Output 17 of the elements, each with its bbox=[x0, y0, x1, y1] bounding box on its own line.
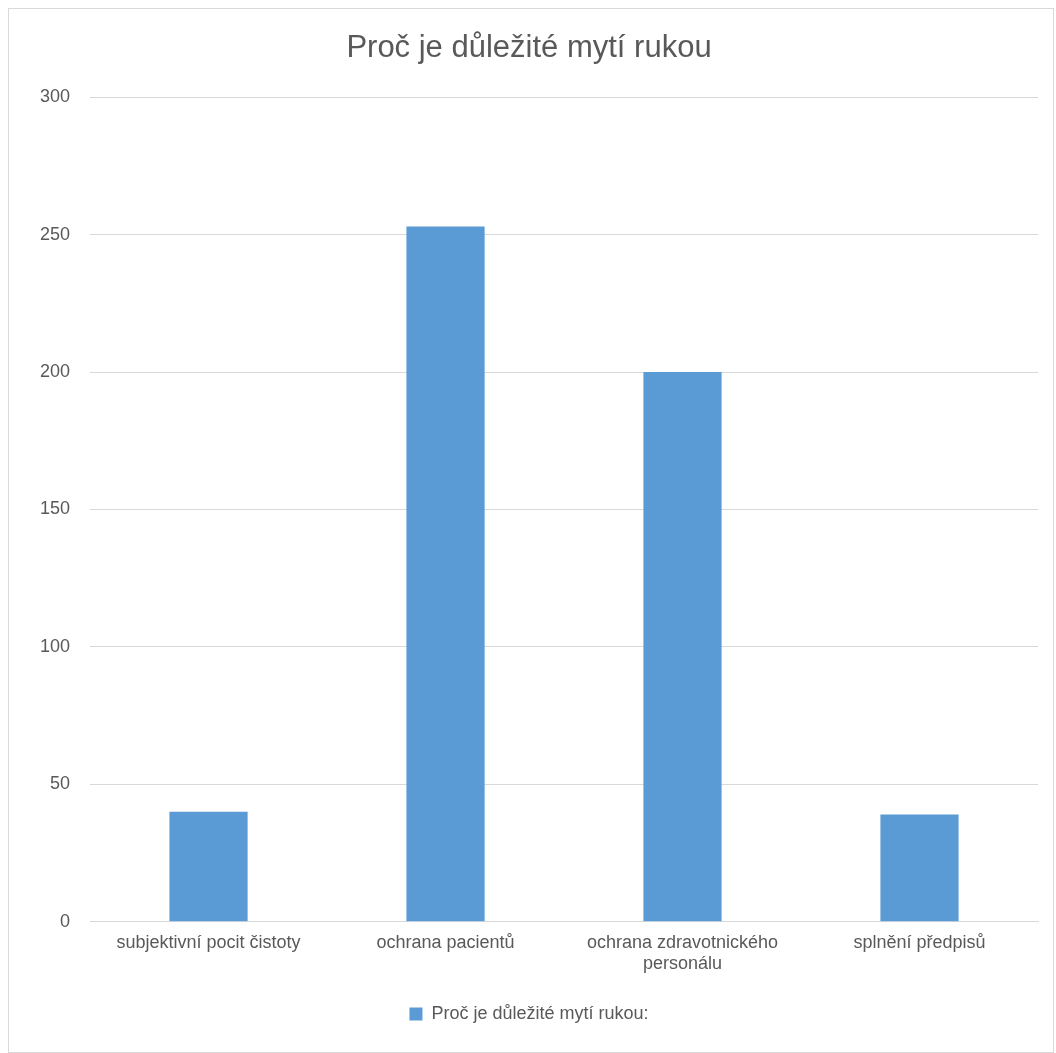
y-tick-label: 250 bbox=[39, 223, 71, 244]
bar bbox=[643, 372, 722, 922]
x-tick-label: subjektivní pocit čistoty bbox=[116, 931, 301, 952]
bar bbox=[169, 811, 248, 922]
bar bbox=[880, 814, 959, 922]
bar bbox=[406, 226, 485, 922]
chart-title: Proč je důležité mytí rukou bbox=[346, 29, 712, 65]
x-tick-label: ochrana pacientů bbox=[376, 931, 515, 952]
y-tick-label: 100 bbox=[39, 635, 71, 656]
x-tick-label: splnění předpisů bbox=[853, 931, 986, 952]
y-tick-label: 50 bbox=[50, 773, 71, 794]
legend-label: Proč je důležité mytí rukou: bbox=[431, 1002, 649, 1023]
y-tick-label: 150 bbox=[39, 498, 71, 519]
x-tick-label: ochrana zdravotnického personálu bbox=[586, 931, 779, 974]
y-tick-label: 200 bbox=[39, 361, 71, 382]
y-tick-label: 300 bbox=[39, 86, 71, 107]
y-tick-label: 0 bbox=[60, 910, 71, 931]
